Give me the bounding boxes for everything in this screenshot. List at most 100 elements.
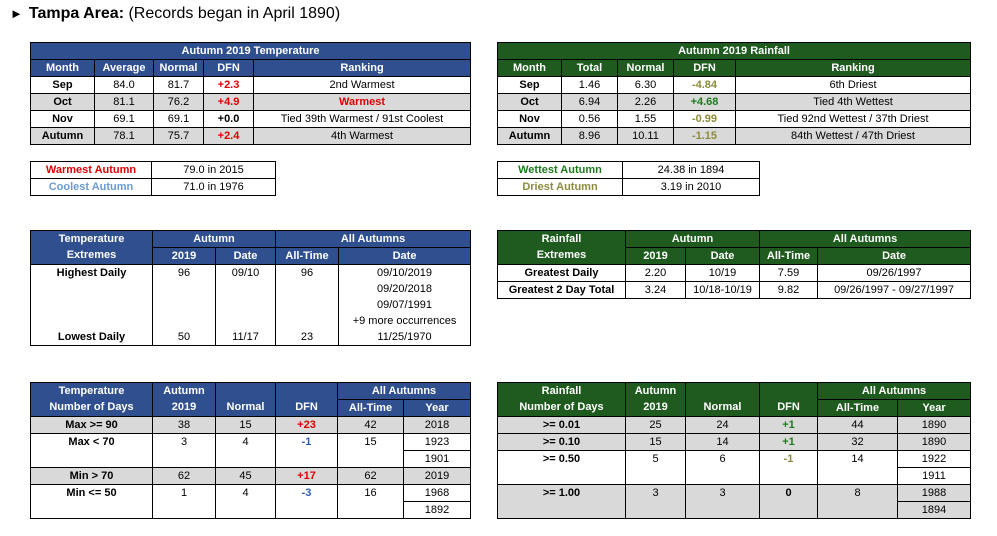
table-row: Min > 70 62 45 +17 62 2019 bbox=[30, 467, 471, 485]
cell: >= 0.10 bbox=[497, 433, 626, 451]
cell: +2.4 bbox=[203, 127, 254, 145]
cell: +4.68 bbox=[673, 93, 736, 111]
cell: 69.1 bbox=[94, 110, 154, 128]
cell: 1922 bbox=[897, 450, 971, 468]
cell: >= 1.00 bbox=[497, 484, 626, 502]
cell: 38 bbox=[152, 416, 216, 434]
cell: 1894 bbox=[897, 501, 971, 519]
cell: Max < 70 bbox=[30, 433, 153, 451]
table-row: 1911 bbox=[497, 467, 971, 485]
header-cell: All Autumns bbox=[337, 382, 471, 400]
header-cell: 2019 bbox=[625, 399, 686, 417]
cell: 09/26/1997 bbox=[817, 264, 972, 282]
cell: 3.24 bbox=[625, 281, 686, 299]
cell: Min > 70 bbox=[30, 467, 153, 485]
table-row: Greatest 2 Day Total 3.24 10/18-10/19 9.… bbox=[497, 281, 972, 299]
table-row: Autumn 8.96 10.11 -1.15 84th Wettest / 4… bbox=[497, 127, 972, 145]
cell: 2.20 bbox=[625, 264, 686, 282]
cell bbox=[497, 467, 626, 485]
header-cell: 2019 bbox=[152, 399, 216, 417]
cell bbox=[337, 450, 404, 468]
cell: 3 bbox=[685, 484, 760, 502]
cell bbox=[30, 501, 153, 519]
cell: +23 bbox=[275, 416, 338, 434]
cell: 1.55 bbox=[617, 110, 674, 128]
header-cell: All-Time bbox=[759, 247, 819, 265]
cell: 6.30 bbox=[617, 76, 674, 94]
cell: 24 bbox=[685, 416, 760, 434]
cell: 84th Wettest / 47th Driest bbox=[734, 127, 972, 145]
cell bbox=[215, 450, 276, 468]
header-cell: Date bbox=[684, 247, 761, 265]
header-cell: Autumn bbox=[625, 382, 686, 400]
cell: >= 0.50 bbox=[497, 450, 626, 468]
cell: 4th Warmest bbox=[252, 127, 472, 145]
cell bbox=[214, 313, 277, 329]
cell: 6th Driest bbox=[734, 76, 972, 94]
temperature-records: Warmest Autumn 79.0 in 2015 Coolest Autum… bbox=[30, 161, 276, 196]
cell: Highest Daily bbox=[30, 264, 153, 281]
coolest-autumn-value: 71.0 in 1976 bbox=[151, 178, 276, 196]
header-cell bbox=[685, 382, 760, 400]
header-cell: All Autumns bbox=[275, 230, 472, 248]
cell: +4.9 bbox=[203, 93, 254, 111]
col-header: Normal bbox=[617, 59, 674, 77]
header-cell: DFN bbox=[275, 399, 338, 417]
col-header: Normal bbox=[153, 59, 204, 77]
cell: 1890 bbox=[897, 433, 971, 451]
header-cell: All-Time bbox=[337, 399, 404, 417]
header-cell: Number of Days bbox=[30, 399, 153, 417]
cell bbox=[275, 313, 340, 329]
cell: 1890 bbox=[897, 416, 971, 434]
header-cell: All-Time bbox=[275, 247, 340, 265]
cell: 5 bbox=[625, 450, 686, 468]
cell: 75.7 bbox=[153, 127, 204, 145]
cell bbox=[30, 297, 153, 313]
cell: 15 bbox=[215, 416, 276, 434]
cell: Max >= 90 bbox=[30, 416, 153, 434]
header-cell: Year bbox=[897, 399, 971, 417]
table-row: >= 0.01 25 24 +1 44 1890 bbox=[497, 416, 971, 434]
cell: 1911 bbox=[897, 467, 971, 485]
cell bbox=[337, 501, 404, 519]
cell: 09/07/1991 bbox=[338, 297, 472, 313]
cell: +0.0 bbox=[203, 110, 254, 128]
table-row: >= 0.50 5 6 -1 14 1922 bbox=[497, 450, 971, 468]
cell: 1988 bbox=[897, 484, 971, 502]
cell: Nov bbox=[497, 110, 562, 128]
temperature-table-title: Autumn 2019 Temperature bbox=[29, 42, 472, 60]
col-header: DFN bbox=[673, 59, 736, 77]
cell: -4.84 bbox=[673, 76, 736, 94]
cell: -1 bbox=[275, 433, 338, 451]
cell: Lowest Daily bbox=[30, 329, 153, 346]
cell bbox=[152, 313, 216, 329]
rainfall-table: Autumn 2019 Rainfall Month Total Normal … bbox=[496, 42, 972, 145]
header-cell: Date bbox=[817, 247, 972, 265]
cell: 15 bbox=[337, 433, 404, 451]
cell: 1923 bbox=[403, 433, 471, 451]
header-cell bbox=[215, 382, 276, 400]
cell: 45 bbox=[215, 467, 276, 485]
header-cell: All Autumns bbox=[817, 382, 971, 400]
table-row: Oct 81.1 76.2 +4.9 Warmest bbox=[30, 93, 472, 111]
col-header: Month bbox=[30, 59, 95, 77]
table-row: 09/07/1991 bbox=[30, 297, 472, 313]
cell: Sep bbox=[30, 76, 95, 94]
header-cell: Autumn bbox=[624, 230, 761, 248]
cell: 69.1 bbox=[153, 110, 204, 128]
col-header: Ranking bbox=[734, 59, 972, 77]
cell: -1.15 bbox=[673, 127, 736, 145]
cell bbox=[685, 501, 760, 519]
cell: 78.1 bbox=[94, 127, 154, 145]
table-row: Greatest Daily 2.20 10/19 7.59 09/26/199… bbox=[497, 264, 972, 282]
header-cell: Temperature bbox=[30, 382, 153, 400]
warmest-autumn-value: 79.0 in 2015 bbox=[151, 161, 276, 179]
table-row: Max >= 90 38 15 +23 42 2018 bbox=[30, 416, 471, 434]
cell: +9 more occurrences bbox=[338, 313, 472, 329]
cell: 42 bbox=[337, 416, 404, 434]
cell: 11/17 bbox=[214, 329, 277, 346]
header-cell: Extremes bbox=[497, 247, 626, 265]
rainfall-extremes-table: Rainfall Autumn All Autumns Extremes 201… bbox=[497, 230, 972, 299]
cell bbox=[817, 501, 898, 519]
cell bbox=[30, 450, 153, 468]
